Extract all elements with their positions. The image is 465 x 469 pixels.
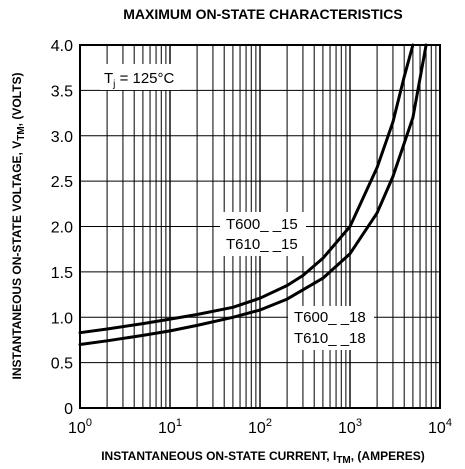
y-tick-label: 1.0 xyxy=(51,310,73,327)
x-axis-label: INSTANTANEOUS ON-STATE CURRENT, ITM, (AM… xyxy=(101,449,425,466)
x-tick-label: 100 xyxy=(68,417,92,437)
series-label-bg xyxy=(220,212,306,256)
series-label-bg xyxy=(288,306,374,350)
condition-label: Tj = 125°C xyxy=(104,70,175,90)
x-tick-label: 102 xyxy=(248,417,272,437)
series-label: T600_ _15 xyxy=(226,216,298,233)
y-tick-label: 3.0 xyxy=(51,129,73,146)
x-tick-label: 101 xyxy=(158,417,182,437)
y-tick-label: 4.0 xyxy=(51,38,73,55)
plot-frame xyxy=(79,44,441,409)
series-label: T610_ _18 xyxy=(294,330,366,347)
series-label: T600_ _18 xyxy=(294,309,366,326)
y-tick-label: 3.5 xyxy=(51,83,73,100)
curve-annotations: Tj = 125°C T600_ _15 T610_ _15 T600_ _18 T61… xyxy=(100,64,374,350)
x-tick-label: 103 xyxy=(338,417,362,437)
x-tick-labels: 100 101 102 103 104 xyxy=(68,417,452,437)
y-tick-label: 2.0 xyxy=(51,220,73,237)
x-tick-label: 104 xyxy=(428,417,452,437)
y-tick-label: 0 xyxy=(64,401,73,418)
condition-label-bg xyxy=(100,64,180,90)
curve-series-2 xyxy=(78,43,428,346)
series-label: T610_ _15 xyxy=(226,236,298,253)
y-tick-label: 0.5 xyxy=(51,356,73,373)
curve-series-1 xyxy=(78,43,415,335)
characteristic-curves xyxy=(78,43,428,346)
y-tick-labels: 0 0.5 1.0 1.5 2.0 2.5 3.0 3.5 4.0 xyxy=(51,38,73,418)
y-tick-label: 1.5 xyxy=(51,265,73,282)
y-tick-label: 2.5 xyxy=(51,174,73,191)
chart-title: MAXIMUM ON-STATE CHARACTERISTICS xyxy=(123,6,402,22)
y-axis-label: INSTANTANEOUS ON-STATE VOLTAGE, VTM, (VO… xyxy=(10,73,27,380)
